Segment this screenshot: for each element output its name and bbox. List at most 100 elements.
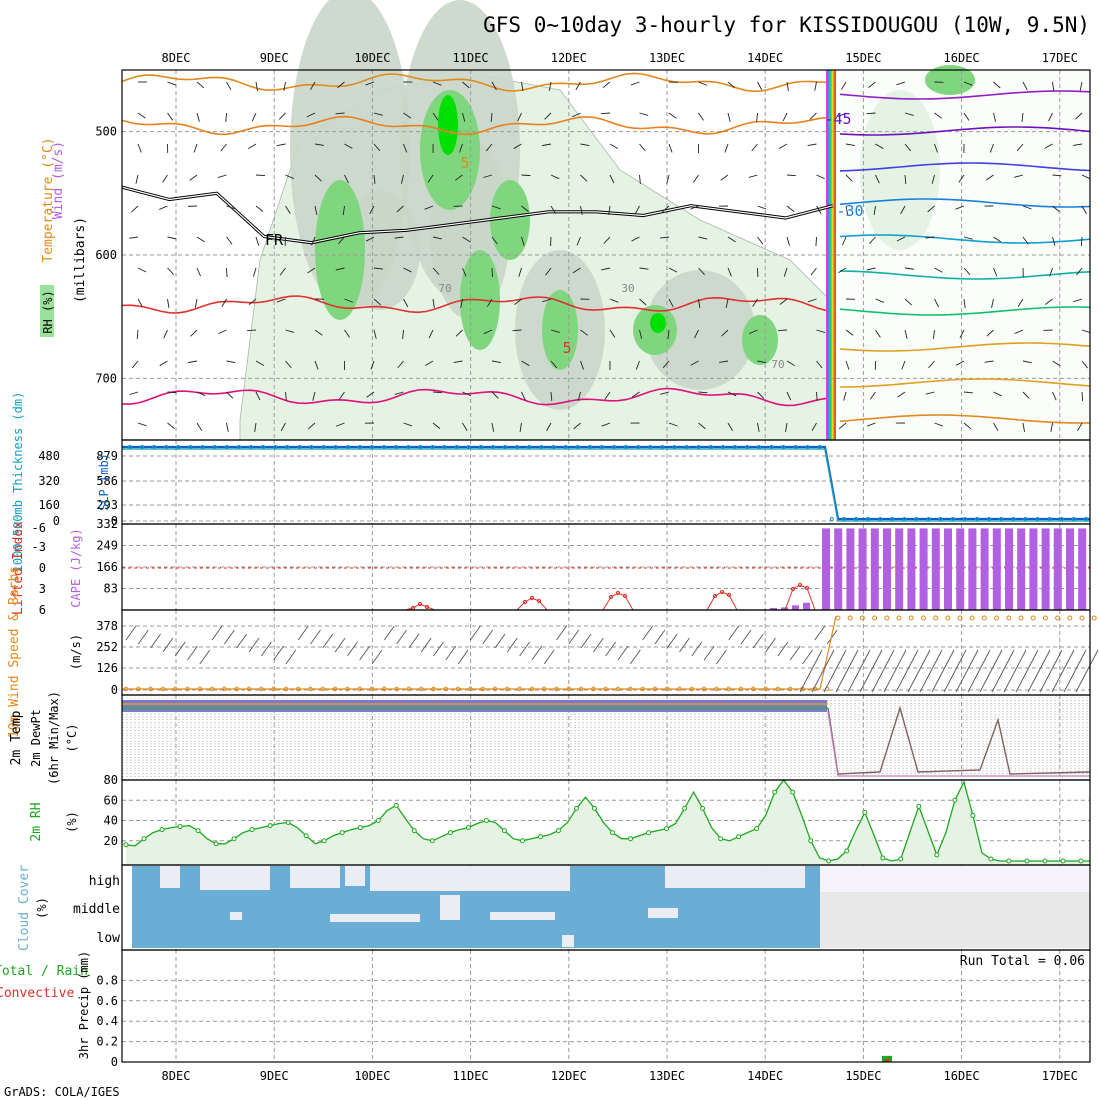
upper-wind-barb	[1081, 391, 1084, 402]
upper-wind-barb	[635, 360, 640, 370]
thickness-marker	[975, 517, 979, 521]
cloud-units: (%)	[35, 897, 49, 919]
cape-bar-after	[919, 528, 928, 610]
upper-wind-barb	[339, 391, 345, 400]
upper-wind-barb	[868, 236, 876, 244]
upper-wind-barb	[904, 298, 912, 306]
wind10m-barb	[519, 641, 530, 657]
upper-wind-barb	[131, 360, 139, 369]
upper-wind-barb	[724, 143, 729, 153]
thickness-marker	[454, 445, 459, 449]
upper-wind-barb	[167, 112, 174, 121]
thickness-marker	[720, 445, 725, 449]
upper-wind-barb	[220, 143, 227, 152]
upper-wind-barb	[580, 329, 589, 336]
upper-wind-barb	[226, 236, 233, 245]
upper-wind-barb	[639, 112, 649, 116]
thickness-marker	[987, 517, 992, 521]
upper-wind-barb	[845, 329, 854, 336]
upper-wind-barb	[785, 422, 788, 432]
upper-wind-barb	[1022, 205, 1032, 210]
wind10m-barb-after	[895, 649, 919, 693]
upper-wind-barb	[521, 236, 525, 246]
upper-wind-barb	[1022, 391, 1030, 399]
upper-wind-barb	[255, 391, 261, 401]
ylabel-slp: SLP (mb)	[97, 453, 111, 511]
rh2m-point	[213, 841, 219, 847]
thickness-marker	[636, 445, 641, 449]
upper-wind-barb	[816, 174, 825, 180]
thickness-marker	[406, 445, 411, 449]
upper-wind-barb	[1079, 81, 1083, 91]
wind10m-speed-after	[896, 615, 902, 621]
cape-bar-after	[895, 528, 904, 610]
wind10m-barb-after	[871, 649, 895, 693]
li-tick--3: -3	[32, 540, 46, 554]
upper-wind-barb	[462, 391, 471, 397]
upper-wind-barb	[255, 360, 265, 366]
bottom-date-label-17DEC: 17DEC	[1042, 1069, 1078, 1083]
upper-wind-barb	[314, 329, 323, 336]
slp-tick-293: 293	[96, 498, 118, 512]
upper-wind-barb	[521, 205, 529, 212]
wind10m-barb	[629, 649, 641, 665]
upper-wind-barb	[255, 81, 258, 91]
upper-wind-barb	[778, 143, 788, 149]
upper-wind-barb	[698, 236, 708, 240]
wind10m-speed-after	[981, 615, 987, 621]
upper-wind-barb	[394, 236, 404, 239]
upper-wind-barb	[373, 174, 376, 184]
cape-bar-after	[834, 528, 843, 610]
thickness-marker	[745, 445, 750, 449]
rh2m-point	[159, 827, 165, 833]
cloud-gap-4	[370, 866, 570, 891]
thickness-marker	[321, 445, 326, 449]
wind10m-speed-after	[1006, 615, 1012, 621]
li-tick-3: 3	[39, 582, 46, 596]
ylabel-dewpt2m: 2m DewPt	[29, 709, 43, 767]
upper-wind-barb	[609, 174, 615, 184]
rh-tick-20: 20	[104, 834, 118, 848]
thickness-marker	[587, 445, 592, 449]
ylabel-wind: Wind (m/s)	[51, 141, 66, 219]
upper-wind-barb	[455, 329, 463, 337]
contour-label-6: 30	[621, 282, 634, 295]
upper-wind-barb	[757, 360, 767, 364]
wind10m-speed-after	[945, 615, 951, 621]
upper-wind-barb	[727, 391, 737, 397]
isotherm-iso4	[121, 387, 827, 407]
li-marker	[417, 601, 423, 607]
upper-wind-barb	[837, 112, 847, 118]
upper-wind-barb	[550, 329, 560, 333]
upper-wind-barb	[251, 112, 257, 122]
thickness-marker	[624, 445, 629, 449]
upper-wind-barb	[285, 174, 294, 180]
upper-wind-barb	[639, 174, 641, 184]
upper-wind-barb	[786, 174, 797, 177]
wind10m-barb	[556, 625, 567, 641]
upper-wind-barb	[248, 143, 257, 150]
upper-wind-barb	[603, 236, 611, 244]
upper-wind-barb	[512, 329, 522, 332]
thickness-marker	[357, 445, 362, 449]
thickness-marker	[648, 445, 653, 449]
upper-wind-barb	[428, 329, 434, 339]
wind10m-barb	[248, 637, 260, 653]
wind10m-barb-after	[1075, 649, 1099, 693]
wind10m-barb	[408, 633, 420, 649]
cloud-gap-6	[440, 895, 460, 920]
wind10m-barb-after	[1039, 649, 1063, 693]
upper-wind-barb	[490, 112, 493, 123]
rh2m-point	[411, 828, 417, 834]
wind10m-barb	[224, 629, 235, 645]
upper-wind-barb	[662, 360, 670, 369]
slp-tick-879: 879	[96, 449, 118, 463]
li-marker	[797, 582, 803, 588]
upper-wind-barb	[727, 112, 731, 122]
wind10m-barb-after	[823, 649, 847, 693]
wind10m-barb-after	[991, 649, 1015, 693]
isotherm-after-9	[839, 414, 1091, 424]
isotherm-after-2	[839, 162, 1091, 172]
rh2m-point	[501, 828, 507, 834]
upper-wind-barb	[518, 267, 522, 277]
